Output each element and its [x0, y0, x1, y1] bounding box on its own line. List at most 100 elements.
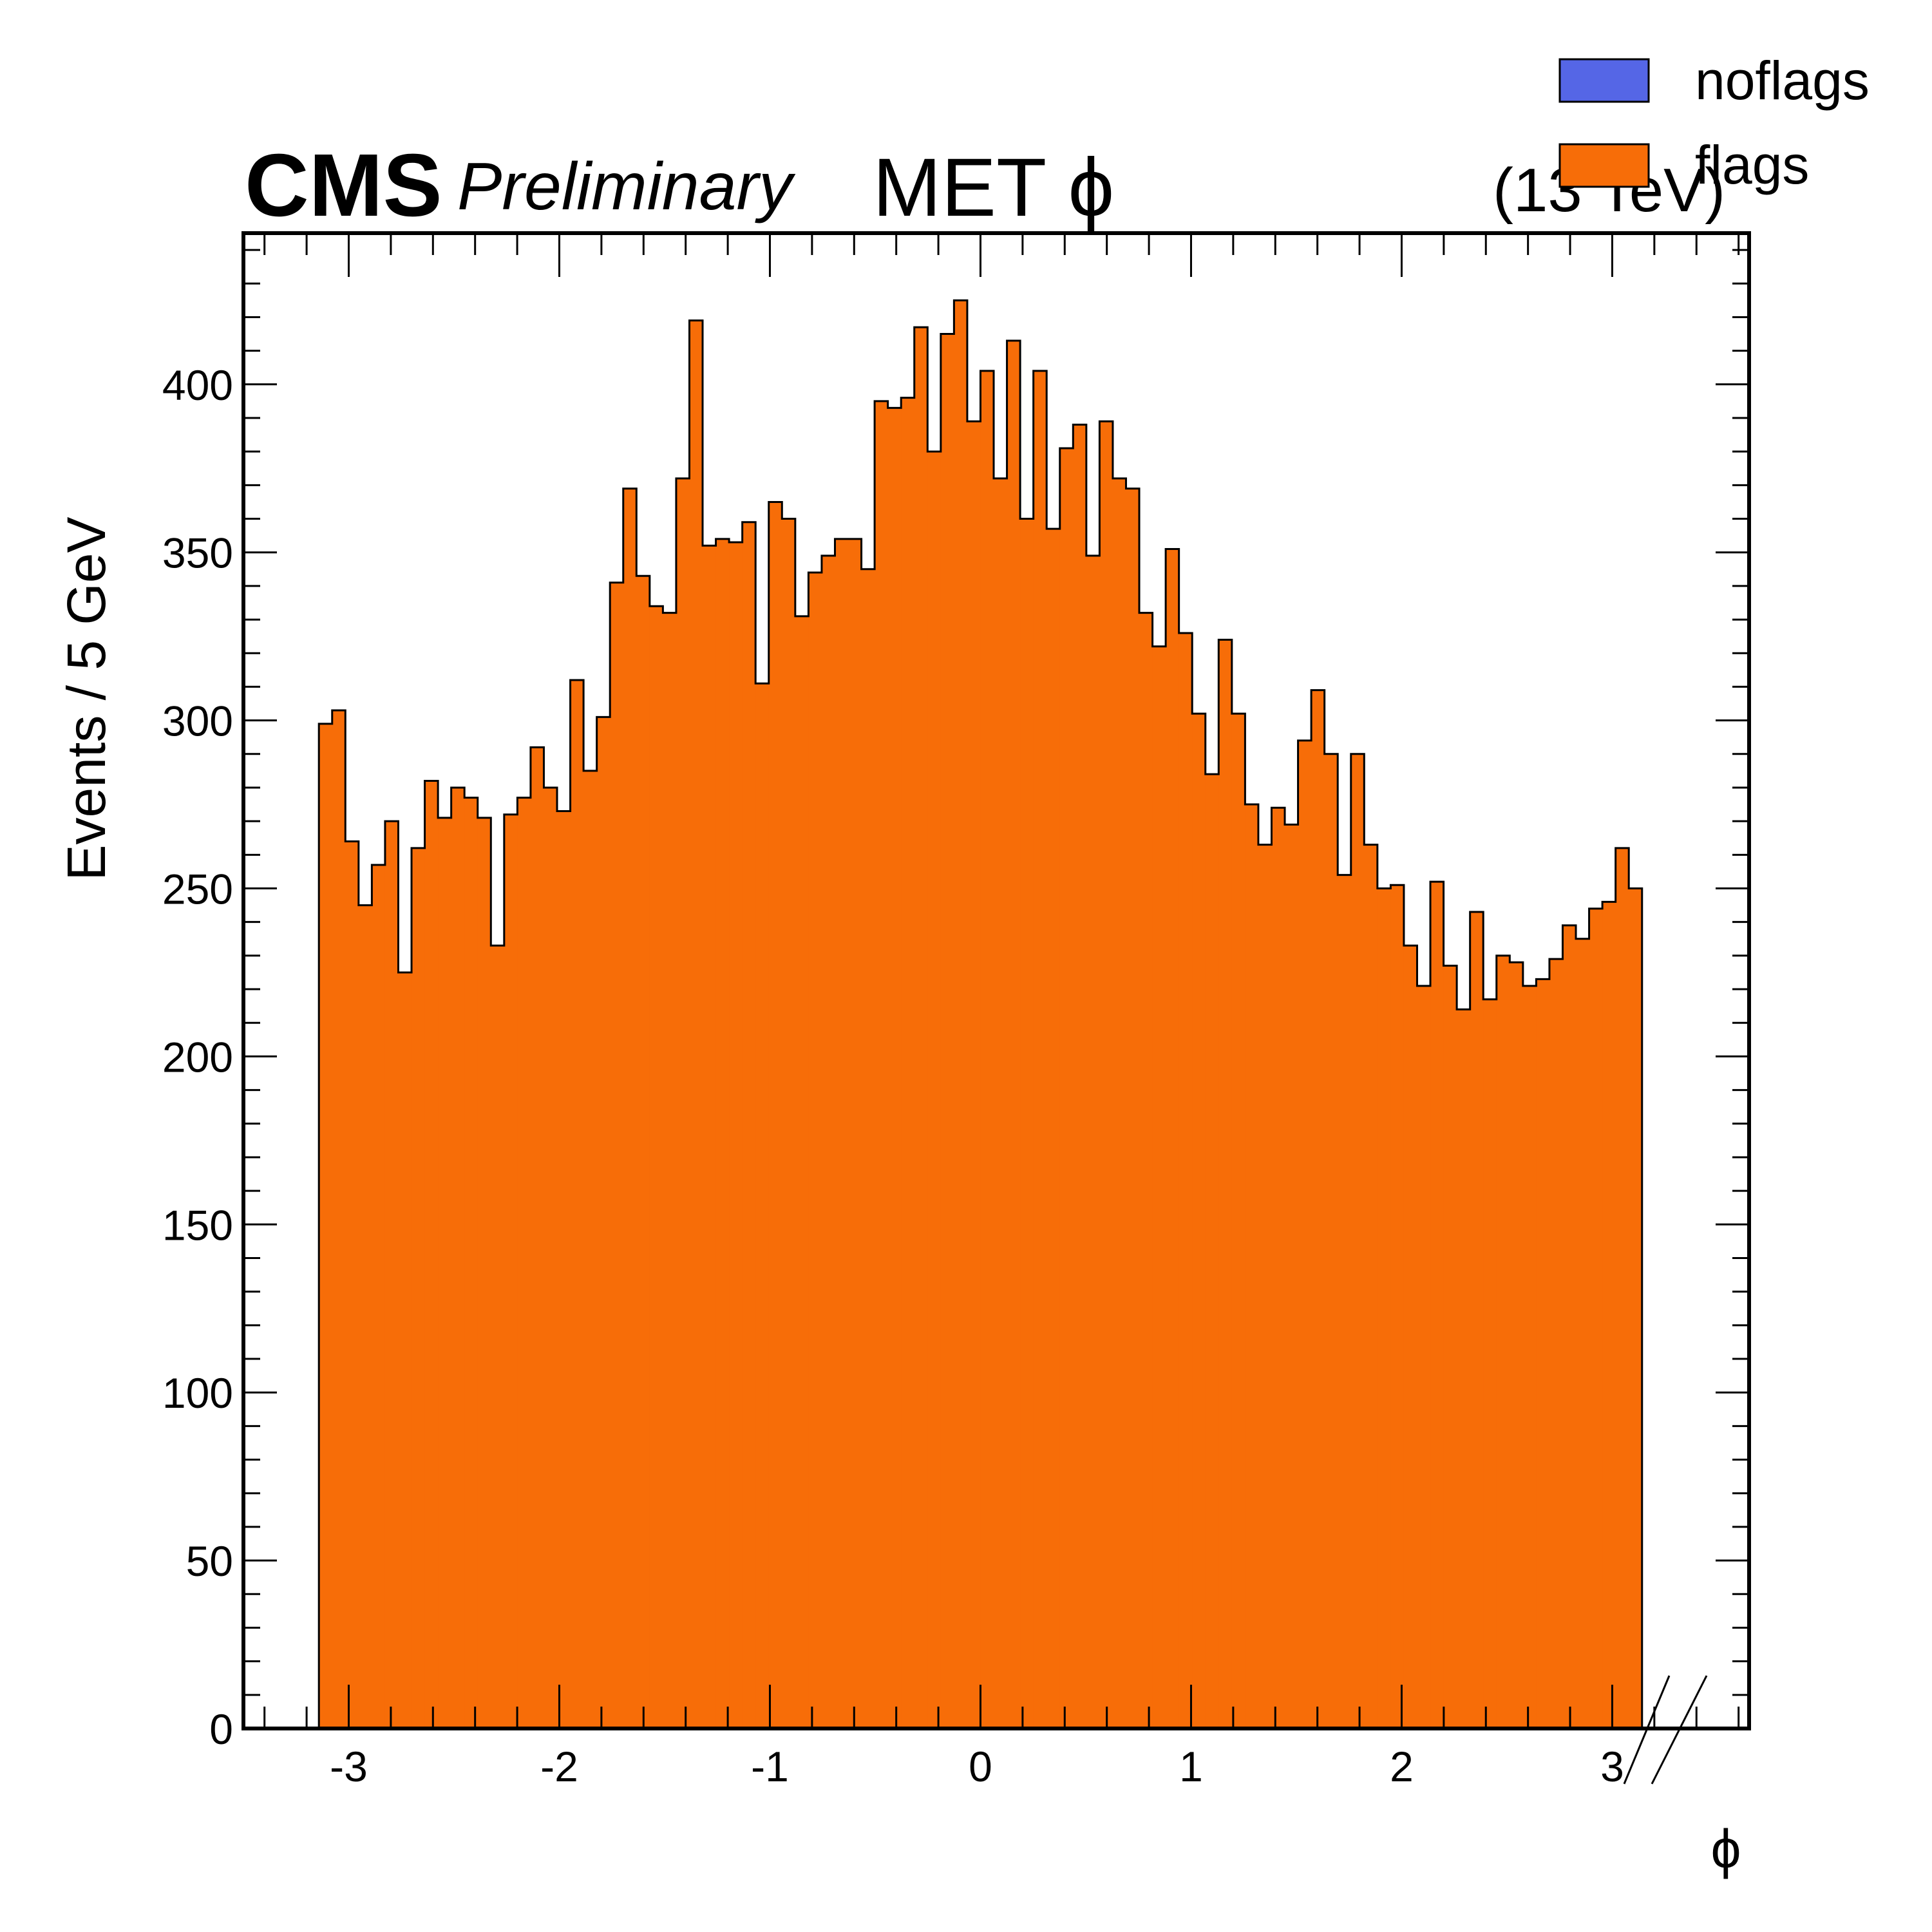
- y-tick-label: 250: [162, 866, 233, 913]
- histogram-bar: [438, 817, 452, 1728]
- histogram-bar: [1390, 885, 1405, 1728]
- histogram-bar: [1430, 882, 1444, 1728]
- cms-label: CMS: [245, 136, 442, 235]
- histogram-bar: [901, 397, 915, 1728]
- chart-title: MET ϕ: [873, 142, 1114, 234]
- preliminary-label: Preliminary: [457, 149, 796, 224]
- histogram-bar: [927, 451, 942, 1729]
- histogram-bar: [980, 370, 994, 1729]
- histogram-bar: [1205, 774, 1219, 1728]
- histogram-bar: [821, 555, 836, 1729]
- histogram-bar: [994, 478, 1008, 1728]
- histogram-bar: [610, 582, 624, 1728]
- histogram-bar: [1443, 965, 1457, 1728]
- histogram-bar: [345, 841, 359, 1728]
- histogram-bar: [715, 538, 730, 1728]
- histogram-bar: [557, 811, 571, 1728]
- histogram-bar: [1629, 888, 1643, 1728]
- histogram-bar: [1602, 902, 1616, 1728]
- y-tick-label: 350: [162, 529, 233, 577]
- y-tick-label: 400: [162, 361, 233, 409]
- histogram-bar: [477, 817, 491, 1728]
- histogram-bar: [676, 478, 690, 1728]
- histogram-bar: [398, 972, 412, 1728]
- histogram-bar: [332, 710, 346, 1728]
- histogram-bar: [1086, 555, 1100, 1729]
- histogram-bar: [491, 945, 505, 1728]
- histogram-bar: [412, 848, 426, 1728]
- histogram-bar: [1271, 808, 1285, 1728]
- histogram-bar: [1403, 945, 1418, 1728]
- histogram-bar: [1152, 646, 1166, 1728]
- histogram-bar: [570, 679, 584, 1728]
- y-tick-label: 0: [209, 1705, 233, 1753]
- histogram-bar: [649, 606, 663, 1728]
- x-tick-label: -3: [330, 1743, 368, 1790]
- histogram-bar: [504, 814, 518, 1728]
- histogram-bar: [424, 781, 439, 1728]
- histogram-bar: [464, 797, 478, 1728]
- x-tick-label: 2: [1390, 1743, 1414, 1790]
- histogram-bar: [583, 770, 598, 1728]
- histogram-bar: [768, 502, 782, 1728]
- histogram-bar: [1020, 518, 1034, 1728]
- histogram-bar: [848, 538, 862, 1728]
- histogram-bar: [1218, 639, 1233, 1729]
- histogram-bar: [1285, 824, 1299, 1728]
- histogram-bar: [1179, 632, 1193, 1728]
- histogram-bar: [1522, 985, 1537, 1728]
- histogram-bar: [1059, 448, 1074, 1728]
- histogram-bar: [1496, 955, 1510, 1728]
- histogram-bar: [1483, 999, 1497, 1728]
- x-tick-label: 1: [1179, 1743, 1203, 1790]
- histogram-bar: [1166, 549, 1180, 1728]
- histogram-bar: [1615, 848, 1629, 1728]
- histogram-bar: [1549, 959, 1564, 1728]
- histogram-bar: [1245, 804, 1259, 1728]
- histogram-bar: [703, 545, 717, 1728]
- histogram-bar: [742, 522, 756, 1728]
- bars-layer: [319, 300, 1643, 1729]
- histogram-bar: [663, 612, 677, 1728]
- ticks-layer: 0 50 100 150 200 250 300 350 400 -3 -2 -1 0 1 2 3: [162, 233, 1749, 1790]
- histogram-bar: [623, 488, 637, 1728]
- histogram-bar: [914, 327, 928, 1729]
- histogram-bar: [967, 421, 981, 1728]
- y-axis-title: Events / 5 GeV: [56, 517, 117, 881]
- histogram-bar: [1298, 740, 1312, 1728]
- histogram-bar: [372, 864, 386, 1728]
- histogram-bar: [755, 683, 770, 1728]
- histogram-bar: [887, 408, 902, 1728]
- histogram-bar: [1377, 888, 1391, 1728]
- y-tick-label: 100: [162, 1369, 233, 1417]
- histogram-bar: [544, 787, 558, 1728]
- histogram-bar: [1338, 875, 1352, 1728]
- x-tick-label: 3: [1600, 1743, 1624, 1790]
- histogram-bar: [384, 821, 399, 1728]
- legend-label-noflags: noflags: [1695, 50, 1870, 111]
- histogram-bar: [451, 787, 465, 1728]
- histogram-bar: [689, 320, 703, 1728]
- y-tick-label: 200: [162, 1033, 233, 1081]
- histogram-bar: [517, 797, 531, 1728]
- y-tick-label: 150: [162, 1201, 233, 1249]
- histogram-bar: [729, 542, 743, 1728]
- plot-frame: [242, 231, 1751, 1730]
- histogram-bar: [1139, 612, 1153, 1728]
- histogram-outline: [317, 299, 1643, 1728]
- histogram-bar: [596, 717, 611, 1728]
- histogram-bar: [1073, 424, 1087, 1728]
- legend: noflags flags: [1558, 50, 1870, 195]
- legend-label-flags: flags: [1695, 135, 1809, 195]
- histogram-bar: [1258, 844, 1273, 1728]
- histogram-bar: [1033, 370, 1047, 1729]
- histogram-bar: [1192, 714, 1206, 1728]
- histogram-bar: [1311, 690, 1325, 1728]
- histogram-bar: [1589, 908, 1603, 1728]
- legend-swatch-noflags: [1558, 58, 1650, 103]
- histogram-bar: [861, 569, 875, 1728]
- histogram-bar: [1457, 1009, 1471, 1728]
- histogram-bar: [1350, 753, 1365, 1728]
- histogram-bar: [1510, 962, 1524, 1728]
